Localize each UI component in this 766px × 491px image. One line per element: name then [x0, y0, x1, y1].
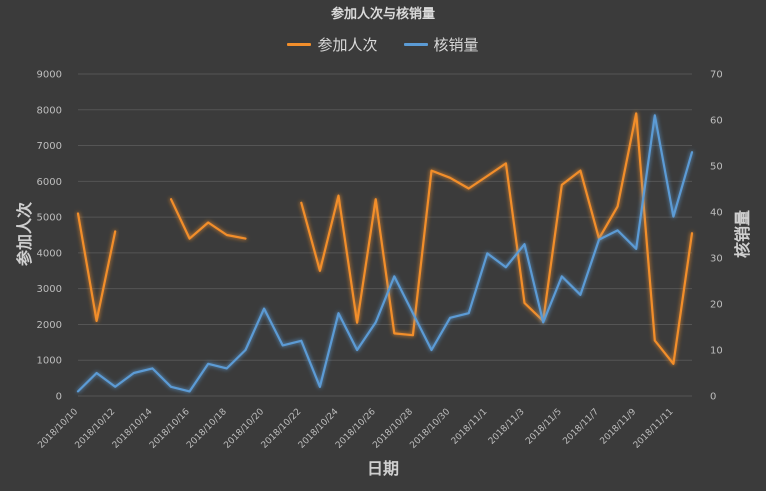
- y-axis-label-right: 核销量: [733, 210, 752, 259]
- y-tick-label-right: 30: [710, 254, 723, 265]
- x-tick-label: 2018/11/7: [561, 407, 601, 447]
- legend-label-redemptions: 核销量: [433, 36, 479, 54]
- chart-title: 参加人次与核销量: [330, 7, 435, 22]
- series-line-redemptions-0: [76, 114, 694, 393]
- x-tick-label: 2018/11/11: [632, 407, 676, 451]
- y-tick-label-left: 7000: [37, 141, 62, 152]
- y-tick-label-left: 3000: [37, 284, 62, 295]
- axis-ticks: 0 1000 2000 3000 4000 5000 6000 7000 8000 9000 0 10…: [36, 70, 722, 451]
- y-tick-label-left: 2000: [37, 320, 62, 331]
- series-line-participants-1: [169, 198, 247, 240]
- series-line-participants-0: [76, 212, 117, 322]
- y-tick-label-right: 40: [710, 208, 723, 219]
- legend-swatch-participants: [287, 43, 312, 46]
- y-tick-label-right: 70: [710, 70, 723, 81]
- y-tick-label-left: 5000: [37, 213, 62, 224]
- y-tick-label-right: 60: [710, 116, 723, 127]
- y-tick-label-left: 1000: [37, 356, 62, 367]
- y-tick-label-left: 8000: [37, 105, 62, 116]
- y-tick-label-left: 9000: [37, 70, 62, 81]
- legend-item-participants[interactable]: 参加人次: [287, 34, 378, 55]
- y-tick-label-right: 0: [710, 392, 716, 403]
- x-tick-label: 2018/10/30: [408, 407, 452, 451]
- legend-item-redemptions[interactable]: 核销量: [403, 34, 479, 55]
- y-tick-label-left: 6000: [37, 177, 62, 188]
- x-tick-label: 2018/11/9: [599, 407, 639, 447]
- x-axis-label: 日期: [366, 459, 399, 478]
- legend: 参加人次 核销量: [0, 34, 766, 55]
- legend-label-participants: 参加人次: [317, 36, 378, 54]
- x-tick-label: 2018/11/5: [524, 407, 564, 447]
- y-tick-label-right: 50: [710, 162, 723, 173]
- x-tick-label: 2018/11/3: [487, 407, 527, 447]
- y-tick-label-right: 20: [710, 300, 723, 311]
- series-line-participants-2: [300, 112, 694, 365]
- x-tick-label: 2018/11/1: [450, 407, 490, 447]
- legend-swatch-redemptions: [403, 43, 428, 46]
- y-tick-label-left: 0: [56, 392, 62, 403]
- y-tick-label-left: 4000: [37, 248, 62, 259]
- y-axis-label-left: 参加人次: [15, 202, 34, 267]
- gridlines: [78, 73, 692, 397]
- series-lines: [76, 112, 694, 393]
- y-tick-label-right: 10: [710, 346, 723, 357]
